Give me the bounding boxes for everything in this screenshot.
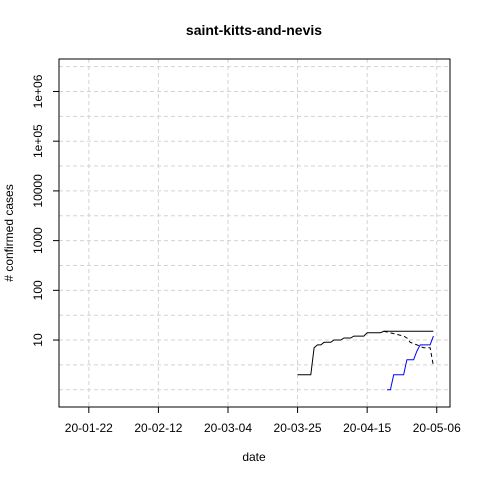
x-tick-label: 20-05-06: [413, 421, 461, 435]
grid-layer: [59, 59, 450, 407]
chart-title: saint-kitts-and-nevis: [186, 22, 322, 38]
x-tick-label: 20-03-25: [274, 421, 322, 435]
plot-frame: [58, 58, 451, 408]
x-tick-label: 20-01-22: [65, 421, 113, 435]
series-active-line: [383, 330, 434, 367]
series-recovered-line: [387, 335, 434, 391]
x-axis-label: date: [242, 450, 266, 464]
series-confirmed-line: [297, 330, 434, 376]
x-axis: 20-01-22 20-02-12 20-03-04 20-03-25 20-04-15…: [65, 406, 461, 435]
y-tick-label: 1000: [31, 227, 45, 254]
y-tick-label: 10000: [31, 174, 45, 208]
x-tick-label: 20-04-15: [343, 421, 391, 435]
y-tick-label: 1e+06: [31, 74, 45, 108]
y-axis: 10 100 1000 10000 1e+05 1e+06: [31, 74, 60, 347]
y-tick-label: 10: [31, 333, 45, 347]
x-tick-label: 20-03-04: [204, 421, 252, 435]
x-tick-label: 20-02-12: [134, 421, 182, 435]
y-axis-label: # confirmed cases: [2, 184, 16, 281]
y-tick-label: 100: [31, 280, 45, 300]
series-layer: [297, 330, 434, 391]
y-tick-label: 1e+05: [31, 124, 45, 158]
